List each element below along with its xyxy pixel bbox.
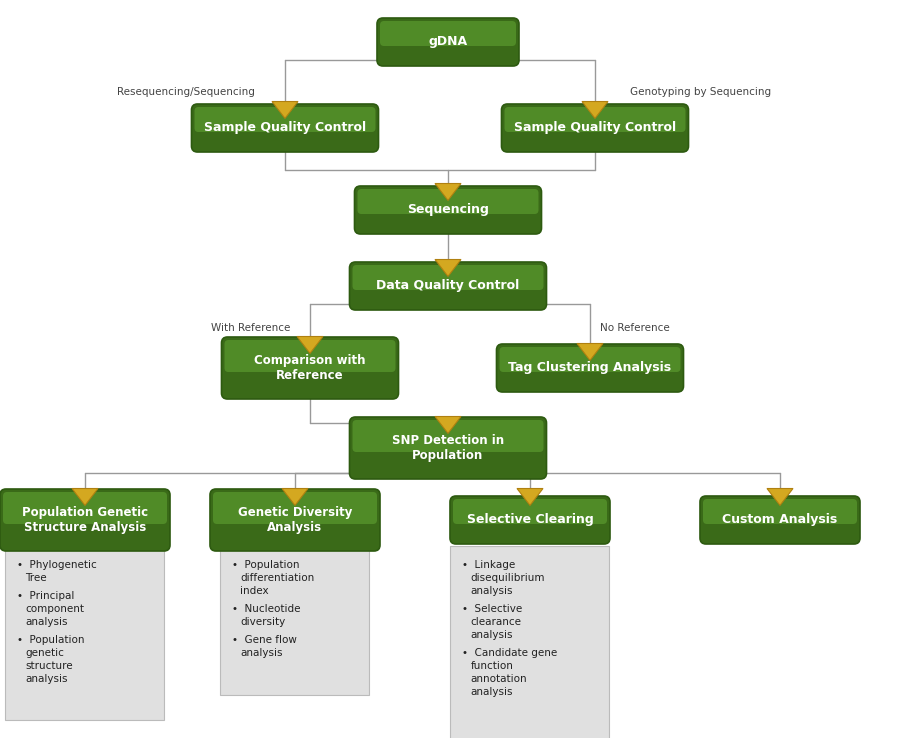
Text: Tag Clustering Analysis: Tag Clustering Analysis bbox=[509, 362, 672, 374]
Text: Selective Clearing: Selective Clearing bbox=[466, 514, 594, 526]
FancyBboxPatch shape bbox=[500, 347, 681, 372]
FancyBboxPatch shape bbox=[350, 262, 546, 310]
Text: structure: structure bbox=[25, 661, 74, 671]
Polygon shape bbox=[517, 489, 543, 506]
Text: With Reference: With Reference bbox=[211, 323, 290, 333]
Text: Sample Quality Control: Sample Quality Control bbox=[204, 122, 366, 134]
FancyBboxPatch shape bbox=[453, 499, 607, 524]
FancyBboxPatch shape bbox=[5, 546, 164, 720]
FancyBboxPatch shape bbox=[350, 417, 546, 479]
Text: •  Population: • Population bbox=[18, 635, 85, 645]
FancyBboxPatch shape bbox=[358, 189, 538, 214]
Text: Sequencing: Sequencing bbox=[407, 204, 489, 216]
Text: function: function bbox=[471, 661, 513, 671]
Text: •  Gene flow: • Gene flow bbox=[232, 635, 298, 645]
Text: component: component bbox=[25, 604, 84, 614]
Text: Population Genetic
Structure Analysis: Population Genetic Structure Analysis bbox=[22, 506, 148, 534]
Text: analysis: analysis bbox=[471, 630, 513, 640]
Polygon shape bbox=[435, 416, 461, 433]
FancyBboxPatch shape bbox=[377, 18, 519, 66]
Polygon shape bbox=[297, 337, 323, 354]
Text: annotation: annotation bbox=[471, 674, 527, 684]
Text: SNP Detection in
Population: SNP Detection in Population bbox=[392, 434, 504, 462]
FancyBboxPatch shape bbox=[497, 344, 684, 392]
Text: •  Population: • Population bbox=[232, 560, 300, 570]
Text: •  Nucleotide: • Nucleotide bbox=[232, 604, 301, 614]
FancyBboxPatch shape bbox=[221, 546, 370, 695]
Polygon shape bbox=[435, 184, 461, 201]
Text: differentiation: differentiation bbox=[240, 573, 315, 583]
Text: disequilibrium: disequilibrium bbox=[471, 573, 545, 583]
Text: Resequencing/Sequencing: Resequencing/Sequencing bbox=[118, 87, 255, 97]
Polygon shape bbox=[72, 489, 98, 506]
Text: Genetic Diversity
Analysis: Genetic Diversity Analysis bbox=[238, 506, 353, 534]
Text: index: index bbox=[240, 586, 269, 596]
Text: genetic: genetic bbox=[25, 648, 65, 658]
Text: Tree: Tree bbox=[25, 573, 48, 583]
Text: No Reference: No Reference bbox=[600, 323, 670, 333]
FancyBboxPatch shape bbox=[224, 340, 396, 372]
Polygon shape bbox=[282, 489, 308, 506]
Text: Genotyping by Sequencing: Genotyping by Sequencing bbox=[630, 87, 771, 97]
FancyBboxPatch shape bbox=[504, 107, 685, 132]
FancyBboxPatch shape bbox=[213, 492, 377, 524]
Text: Comparison with
Reference: Comparison with Reference bbox=[254, 354, 366, 382]
Text: analysis: analysis bbox=[25, 617, 68, 627]
FancyBboxPatch shape bbox=[195, 107, 376, 132]
FancyBboxPatch shape bbox=[501, 104, 689, 152]
FancyBboxPatch shape bbox=[703, 499, 857, 524]
FancyBboxPatch shape bbox=[222, 337, 398, 399]
FancyBboxPatch shape bbox=[700, 496, 860, 544]
FancyBboxPatch shape bbox=[210, 489, 380, 551]
Text: •  Principal: • Principal bbox=[18, 591, 74, 601]
FancyBboxPatch shape bbox=[353, 265, 544, 290]
FancyBboxPatch shape bbox=[354, 186, 542, 234]
Text: clearance: clearance bbox=[471, 617, 521, 627]
Polygon shape bbox=[577, 343, 603, 360]
Polygon shape bbox=[272, 102, 298, 118]
Text: analysis: analysis bbox=[25, 674, 68, 684]
Text: analysis: analysis bbox=[471, 687, 513, 697]
Text: diversity: diversity bbox=[240, 617, 286, 627]
Text: analysis: analysis bbox=[471, 586, 513, 596]
Text: •  Candidate gene: • Candidate gene bbox=[463, 648, 558, 658]
Polygon shape bbox=[435, 260, 461, 277]
Text: Custom Analysis: Custom Analysis bbox=[722, 514, 838, 526]
FancyBboxPatch shape bbox=[353, 420, 544, 452]
Polygon shape bbox=[582, 102, 608, 118]
Text: analysis: analysis bbox=[240, 648, 283, 658]
Text: gDNA: gDNA bbox=[429, 35, 467, 49]
Text: •  Selective: • Selective bbox=[463, 604, 523, 614]
FancyBboxPatch shape bbox=[0, 489, 170, 551]
FancyBboxPatch shape bbox=[450, 546, 609, 738]
FancyBboxPatch shape bbox=[3, 492, 167, 524]
Polygon shape bbox=[767, 489, 793, 506]
Text: •  Phylogenetic: • Phylogenetic bbox=[18, 560, 97, 570]
FancyBboxPatch shape bbox=[380, 21, 516, 46]
FancyBboxPatch shape bbox=[191, 104, 379, 152]
Text: Data Quality Control: Data Quality Control bbox=[377, 280, 519, 292]
Text: •  Linkage: • Linkage bbox=[463, 560, 516, 570]
FancyBboxPatch shape bbox=[450, 496, 610, 544]
Text: Sample Quality Control: Sample Quality Control bbox=[514, 122, 676, 134]
